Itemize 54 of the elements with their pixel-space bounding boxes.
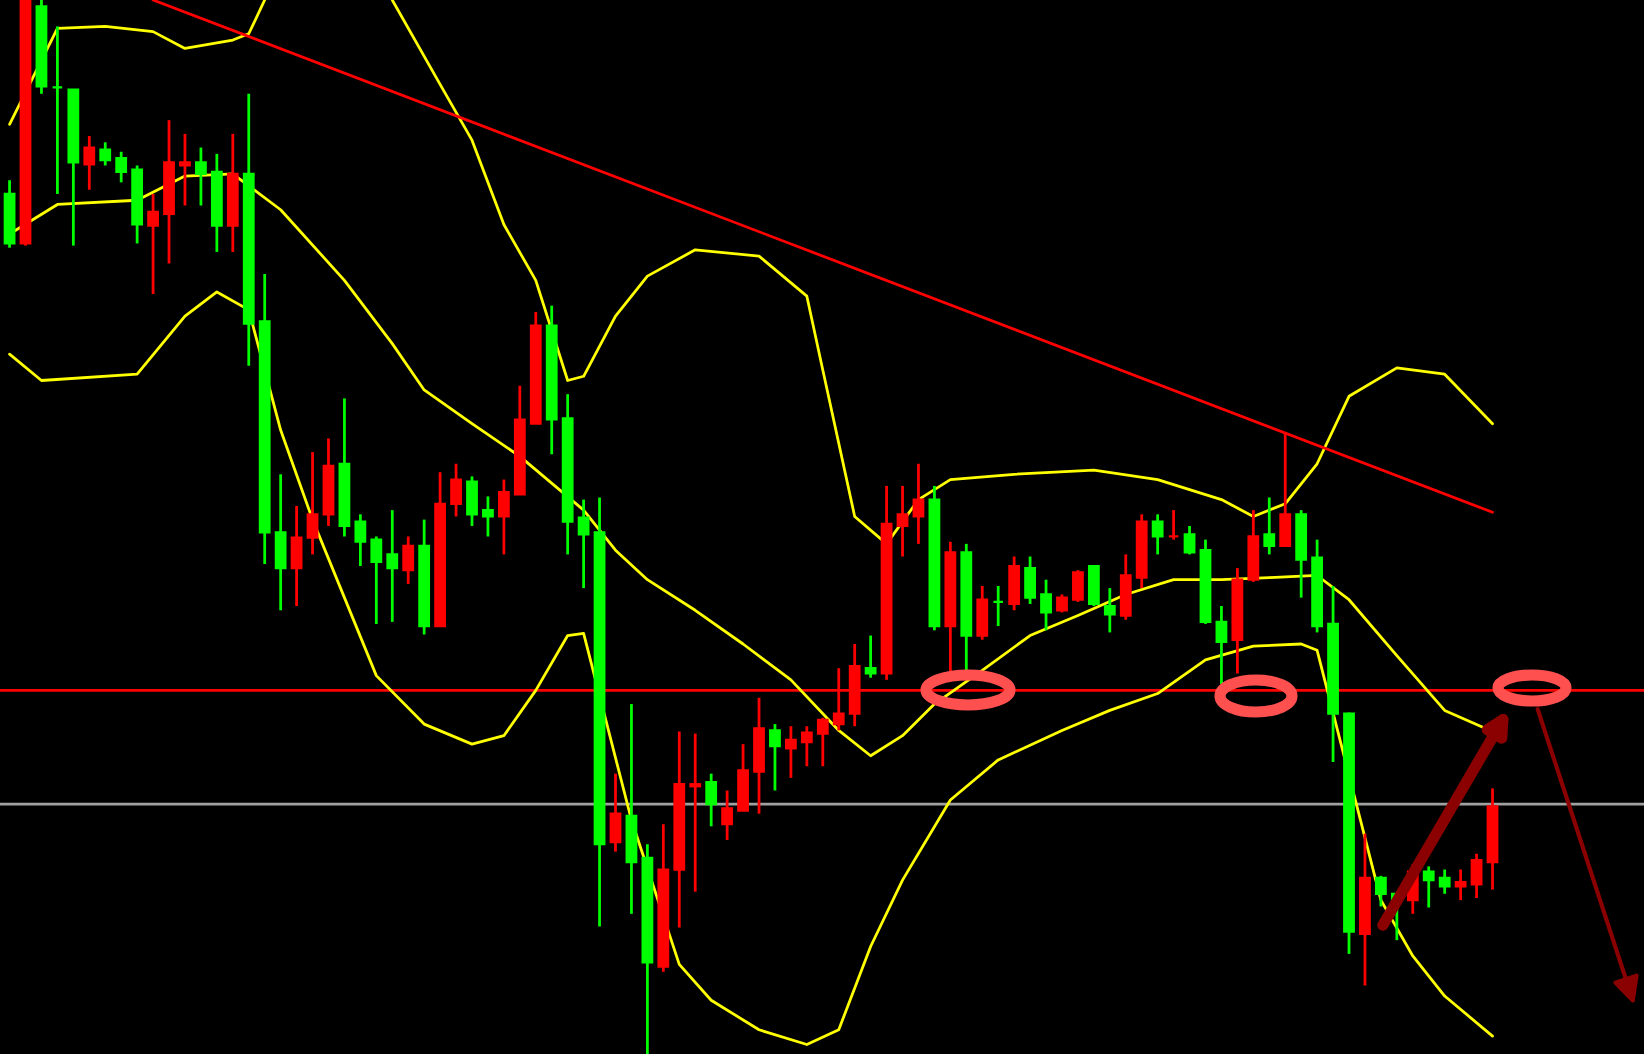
candlestick [1103,586,1116,634]
candlestick [992,584,1005,628]
candlestick [721,789,734,842]
candlestick [1008,555,1021,612]
candlestick [274,472,287,612]
candlestick [1024,555,1036,606]
candlestick [466,475,478,528]
candlestick [147,192,159,296]
candlestick [912,462,925,546]
candlestick [1454,868,1467,902]
candlestick [864,634,877,680]
candlestick [896,484,909,558]
candlestick [577,498,590,590]
candlestick [290,504,303,608]
candlestick [1040,578,1052,632]
candlestick [1295,508,1308,600]
candlestick [1247,508,1260,584]
candlestick [816,716,829,768]
candlestick [753,696,765,816]
candlestick [1072,568,1084,604]
candlestick [386,508,399,624]
candlestick [51,24,64,196]
candlestick [737,742,749,812]
candlestick [689,732,702,894]
candlestick [179,132,191,207]
candlestick [785,724,797,780]
candlestick [1087,564,1100,608]
candlestick [402,535,415,586]
candlestick [1438,868,1451,896]
candlestick [800,724,813,768]
candlestick [115,150,128,184]
candlestick [1470,852,1483,900]
candlestick [370,535,383,626]
candlestick [306,450,319,556]
candlestick [83,134,96,192]
candlestick [195,146,207,207]
candlestick [450,462,462,518]
candlestick [99,140,112,167]
candlestick [1422,865,1435,909]
candlestick [1119,553,1132,622]
candlestick [1215,604,1228,686]
candlestick [705,772,718,828]
candlestick [1167,508,1180,542]
candlestick [497,478,510,556]
candlestick [354,512,367,568]
candlestick [976,584,989,642]
candlestick [1151,512,1164,556]
candlestick [1263,496,1276,556]
candlestick [769,722,781,792]
candlestick [1183,524,1196,556]
candlestick [482,495,494,538]
candlestick [1375,874,1387,908]
candlestick [609,772,622,854]
candlestick [625,702,638,916]
